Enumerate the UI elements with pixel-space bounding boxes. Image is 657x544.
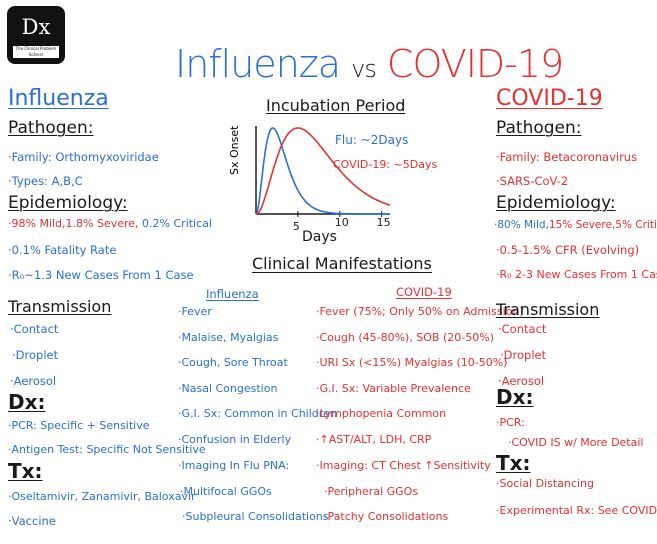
clinical-covid-uri: ·URI Sx (<15%) Myalgias (10-50%) bbox=[316, 356, 508, 369]
chart-legend-covid: COVID-19: ~5Days bbox=[333, 158, 438, 171]
chart-x-label: Days bbox=[302, 229, 337, 245]
logo-text: Dx bbox=[21, 15, 51, 39]
chart-series-flu bbox=[255, 127, 390, 215]
clinical-flu-cough: ·Cough, Sore Throat bbox=[178, 356, 288, 369]
clinical-covid-labs: ·↑AST/ALT, LDH, CRP bbox=[316, 433, 432, 446]
title-vs: vs bbox=[351, 55, 377, 83]
left-dx-antigen: ·Antigen Test: Specific Not Sensitive bbox=[8, 443, 206, 456]
left-epi-critical: 0.2% Critical bbox=[142, 217, 212, 230]
right-tx-experimental: ·Experimental Rx: See COVID IS bbox=[496, 504, 657, 517]
right-pathogen-family: ·Family: Betacoronavirus bbox=[496, 150, 638, 164]
clinical-flu-fever: ·Fever bbox=[178, 305, 212, 318]
right-pathogen-heading: Pathogen: bbox=[496, 118, 582, 138]
left-epi-fatality: ·0.1% Fatality Rate bbox=[8, 243, 117, 257]
right-epi-severity: ·80% Mild,15% Severe,5% Critical bbox=[494, 219, 657, 231]
left-dx-pcr: ·PCR: Specific + Sensitive bbox=[8, 419, 150, 432]
left-epi-r0: ·R₀~1.3 New Cases From 1 Case bbox=[8, 268, 194, 282]
left-pathogen-heading: Pathogen: bbox=[8, 118, 94, 138]
right-tx-heading: Tx: bbox=[496, 451, 531, 475]
chart-tick-label: 10 bbox=[334, 216, 349, 229]
left-tx-drugs: ·Oseltamivir, Zanamivir, Baloxavir bbox=[8, 490, 196, 503]
clinical-flu-gi: ·G.I. Sx: Common in Children bbox=[178, 407, 337, 420]
left-dx-heading: Dx: bbox=[8, 390, 46, 414]
right-dx-detail: ·COVID IS w/ More Detail bbox=[508, 436, 644, 449]
clinical-flu-imaging: ·Imaging In Flu PNA: bbox=[178, 459, 290, 472]
clinical-flu-confusion: ·Confusion in Elderly bbox=[178, 433, 292, 446]
clinical-flu-heading: Influenza bbox=[206, 287, 259, 301]
clinical-flu-nasal: ·Nasal Congestion bbox=[178, 382, 278, 395]
clinical-covid-imaging: ·Imaging: CT Chest ↑Sensitivity bbox=[316, 459, 491, 472]
right-epi-cfr: ·0.5-1.5% CFR (Evolving) bbox=[496, 243, 640, 257]
title-covid: COVID-19 bbox=[386, 42, 564, 86]
logo: Dx The Clinical Problem Solvers bbox=[7, 6, 65, 64]
left-epi-mild: ·98% Mild, bbox=[8, 217, 66, 230]
left-tx-heading: Tx: bbox=[8, 459, 43, 483]
incubation-heading: Incubation Period bbox=[266, 96, 406, 115]
chart-y-label: Sx Onset bbox=[228, 125, 241, 175]
right-epi-critical: 5% Critical bbox=[615, 219, 657, 231]
clinical-covid-consolidation: ·Patchy Consolidations bbox=[324, 510, 449, 523]
page-title: Influenza vs COVID-19 bbox=[175, 42, 564, 86]
clinical-covid-fever: ·Fever (75%; Only 50% on Admission) bbox=[316, 305, 524, 318]
right-pathogen-sars: ·SARS-CoV-2 bbox=[496, 174, 569, 188]
left-heading: Influenza bbox=[8, 86, 109, 111]
title-influenza: Influenza bbox=[175, 42, 341, 86]
clinical-covid-gi: ·G.I. Sx: Variable Prevalence bbox=[316, 382, 471, 395]
left-transmission-heading: Transmission bbox=[8, 297, 112, 316]
left-transmission-droplet: ·Droplet bbox=[12, 348, 59, 362]
chart-legend-flu: Flu: ~2Days bbox=[335, 133, 409, 147]
clinical-flu-ggo: ·Multifocal GGOs bbox=[180, 485, 272, 498]
right-dx-heading: Dx: bbox=[496, 385, 534, 409]
right-epi-r0: ·R₀ 2-3 New Cases From 1 Case bbox=[496, 268, 657, 281]
clinical-covid-cough: ·Cough (45-80%), SOB (20-50%) bbox=[316, 331, 495, 344]
logo-tagline: The Clinical Problem Solvers bbox=[13, 46, 59, 58]
right-epi-severe: 15% Severe, bbox=[548, 219, 616, 231]
right-epi-heading: Epidemiology: bbox=[496, 193, 616, 213]
chart-series-covid bbox=[255, 127, 391, 215]
clinical-covid-ggo: ·Peripheral GGOs bbox=[324, 485, 419, 498]
right-transmission-droplet: ·Droplet bbox=[500, 348, 547, 362]
clinical-heading: Clinical Manifestations bbox=[252, 254, 432, 273]
right-dx-pcr: ·PCR: bbox=[496, 416, 525, 429]
chart-tick-label: 5 bbox=[292, 220, 300, 233]
left-epi-severe: 1.8% Severe, bbox=[65, 217, 139, 230]
left-pathogen-family: ·Family: Orthomyxoviridae bbox=[8, 150, 159, 164]
clinical-covid-lymphopenia: ·Lymphopenia Common bbox=[316, 407, 447, 420]
left-tx-vaccine: ·Vaccine bbox=[8, 514, 56, 528]
right-transmission-heading: Transmission bbox=[496, 300, 600, 319]
chart-tick-label: 15 bbox=[376, 216, 391, 229]
clinical-covid-heading: COVID-19 bbox=[396, 285, 452, 299]
right-transmission-aerosol: ·Aerosol bbox=[498, 374, 545, 388]
left-transmission-aerosol: ·Aerosol bbox=[10, 374, 57, 388]
right-transmission-contact: ·Contact bbox=[498, 322, 547, 336]
left-transmission-contact: ·Contact bbox=[10, 322, 59, 336]
clinical-flu-malaise: ·Malaise, Myalgias bbox=[178, 331, 279, 344]
right-heading: COVID-19 bbox=[496, 86, 603, 111]
left-epi-severity: ·98% Mild,1.8% Severe, 0.2% Critical bbox=[8, 217, 212, 231]
right-epi-mild: ·80% Mild, bbox=[494, 219, 549, 231]
right-tx-distancing: ·Social Distancing bbox=[496, 477, 594, 490]
left-pathogen-types: ·Types: A,B,C bbox=[8, 174, 83, 188]
incubation-chart bbox=[255, 126, 391, 217]
clinical-flu-consolidation: ·Subpleural Consolidations bbox=[182, 510, 329, 523]
left-epi-heading: Epidemiology: bbox=[8, 193, 128, 213]
